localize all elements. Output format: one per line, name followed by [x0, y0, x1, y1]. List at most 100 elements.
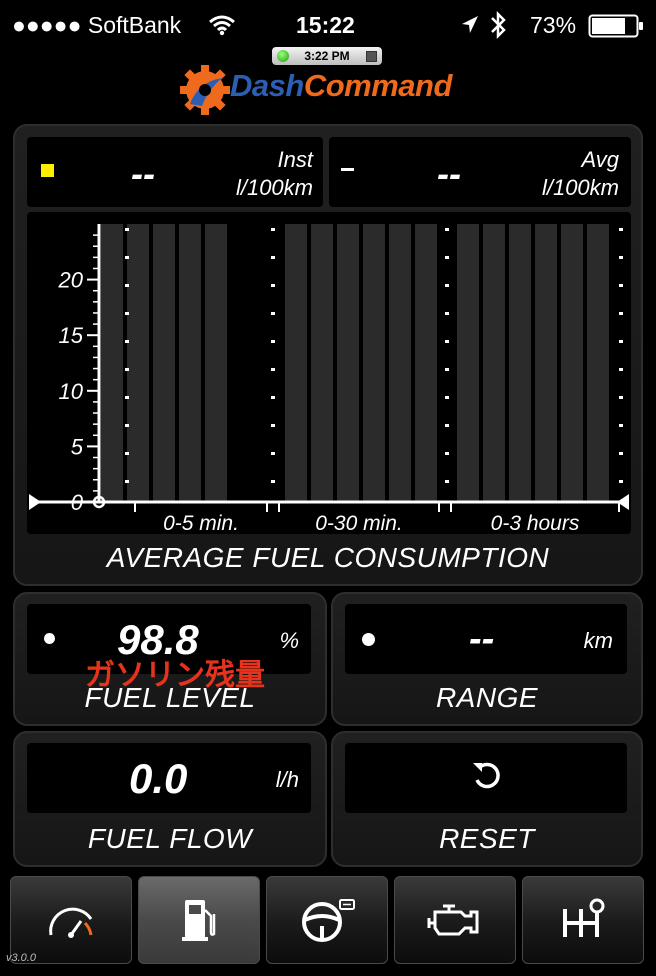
- separator-dash: [619, 396, 623, 399]
- range-readout: -- km: [345, 604, 627, 674]
- y-tick-label: 20: [58, 268, 84, 293]
- history-column: [363, 224, 385, 502]
- speedometer-icon: [49, 907, 93, 938]
- history-column: [587, 224, 609, 502]
- history-column: [415, 224, 437, 502]
- inst-color-indicator: [41, 164, 54, 177]
- range-panel[interactable]: -- km RANGE: [331, 592, 643, 726]
- tab-transmission[interactable]: [522, 876, 644, 964]
- range-label: RANGE: [435, 682, 539, 713]
- square-indicator-icon: [366, 51, 377, 62]
- battery-icon: [588, 14, 643, 38]
- x-axis-left-arrow: [29, 494, 41, 510]
- location-arrow-icon: [462, 16, 478, 33]
- tab-gauges[interactable]: [10, 876, 132, 964]
- origin-gear-icon: [92, 495, 106, 509]
- separator-dash: [125, 256, 129, 259]
- separator-dash: [619, 480, 623, 483]
- reset-button[interactable]: RESET: [331, 731, 643, 867]
- tab-engine[interactable]: [394, 876, 516, 964]
- separator-dash: [271, 368, 275, 371]
- range-unit: km: [583, 628, 613, 653]
- device-clock-badge: 3:22 PM: [272, 47, 382, 65]
- separator-dash: [125, 368, 129, 371]
- separator-dash: [125, 452, 129, 455]
- wifi-icon: [209, 15, 235, 36]
- history-column: [101, 224, 111, 502]
- inst-readout: -- Inst l/100km: [27, 137, 323, 207]
- history-column: [457, 224, 479, 502]
- separator-dash: [271, 256, 275, 259]
- tab-fuel[interactable]: [138, 876, 260, 964]
- history-column: [509, 224, 531, 502]
- separator-dash: [445, 340, 449, 343]
- app-logo: DashCommand: [230, 68, 452, 104]
- separator-dash: [125, 480, 129, 483]
- separator-dash: [619, 228, 623, 231]
- fuel-flow-panel[interactable]: 0.0 l/h FUEL FLOW: [13, 731, 327, 867]
- separator-dash: [125, 340, 129, 343]
- separator-dash: [125, 424, 129, 427]
- fuel-level-annotation: ガソリン残量: [85, 658, 265, 693]
- tab-driving[interactable]: [266, 876, 388, 964]
- separator-dash: [271, 452, 275, 455]
- logo-text-command: Command: [303, 68, 453, 103]
- separator-dash: [125, 312, 129, 315]
- avg-value: --: [437, 153, 461, 194]
- history-column: [389, 224, 411, 502]
- separator-dash: [445, 452, 449, 455]
- separator-dash: [271, 340, 275, 343]
- separator-dash: [619, 312, 623, 315]
- separator-dash: [125, 284, 129, 287]
- steering-wheel-icon: [302, 899, 355, 942]
- separator-dash: [445, 284, 449, 287]
- history-column: [127, 224, 149, 502]
- fuel-level-value: 98.8: [117, 616, 199, 663]
- separator-dash: [619, 424, 623, 427]
- separator-dash: [445, 368, 449, 371]
- carrier-label: ●●●●● SoftBank: [12, 12, 182, 38]
- separator-dash: [445, 256, 449, 259]
- avg-color-indicator: [341, 168, 354, 171]
- status-light-icon: [277, 50, 289, 62]
- fuel-level-panel[interactable]: 98.8 % FUEL LEVEL ガソリン残量: [13, 592, 327, 726]
- history-column: [285, 224, 307, 502]
- y-tick-label: 10: [59, 379, 84, 404]
- separator-dash: [125, 396, 129, 399]
- device-clock-time: 3:22 PM: [304, 49, 350, 63]
- app-version: v3.0.0: [6, 952, 36, 964]
- fuel-flow-unit: l/h: [275, 767, 299, 792]
- x-category-label: 0-5 min.: [163, 512, 239, 534]
- reset-icon: [473, 762, 500, 789]
- engine-icon: [427, 904, 479, 936]
- x-category-label: 0-30 min.: [315, 512, 403, 534]
- inst-unit: l/100km: [235, 175, 313, 200]
- inst-label: Inst: [277, 147, 313, 172]
- y-tick-label: 5: [71, 434, 84, 459]
- separator-dash: [445, 424, 449, 427]
- history-column: [337, 224, 359, 502]
- fuel-flow-readout: 0.0 l/h: [27, 743, 311, 813]
- separator-dash: [125, 228, 129, 231]
- fuel-flow-label: FUEL FLOW: [87, 823, 253, 854]
- fuel-level-readout: 98.8 %: [27, 604, 311, 674]
- fuel-consumption-panel[interactable]: -- Inst l/100km -- Avg l/100km 051015200…: [13, 124, 643, 586]
- fuel-consumption-title: AVERAGE FUEL CONSUMPTION: [106, 542, 550, 573]
- separator-dash: [619, 452, 623, 455]
- status-bar: ●●●●● SoftBank 15:22 73%: [0, 0, 656, 52]
- separator-dash: [445, 480, 449, 483]
- x-category-label: 0-3 hours: [491, 512, 580, 534]
- avg-label: Avg: [581, 147, 619, 172]
- history-column: [561, 224, 583, 502]
- reset-label: RESET: [439, 823, 535, 854]
- separator-dash: [271, 480, 275, 483]
- reset-icon-area[interactable]: [345, 743, 627, 813]
- history-column: [311, 224, 333, 502]
- separator-dash: [619, 256, 623, 259]
- gear-shift-icon: [563, 898, 605, 937]
- separator-dash: [445, 396, 449, 399]
- fuel-consumption-chart[interactable]: 051015200-5 min.0-30 min.0-3 hours: [27, 212, 631, 534]
- separator-dash: [619, 284, 623, 287]
- inst-value: --: [131, 153, 155, 194]
- separator-dash: [271, 284, 275, 287]
